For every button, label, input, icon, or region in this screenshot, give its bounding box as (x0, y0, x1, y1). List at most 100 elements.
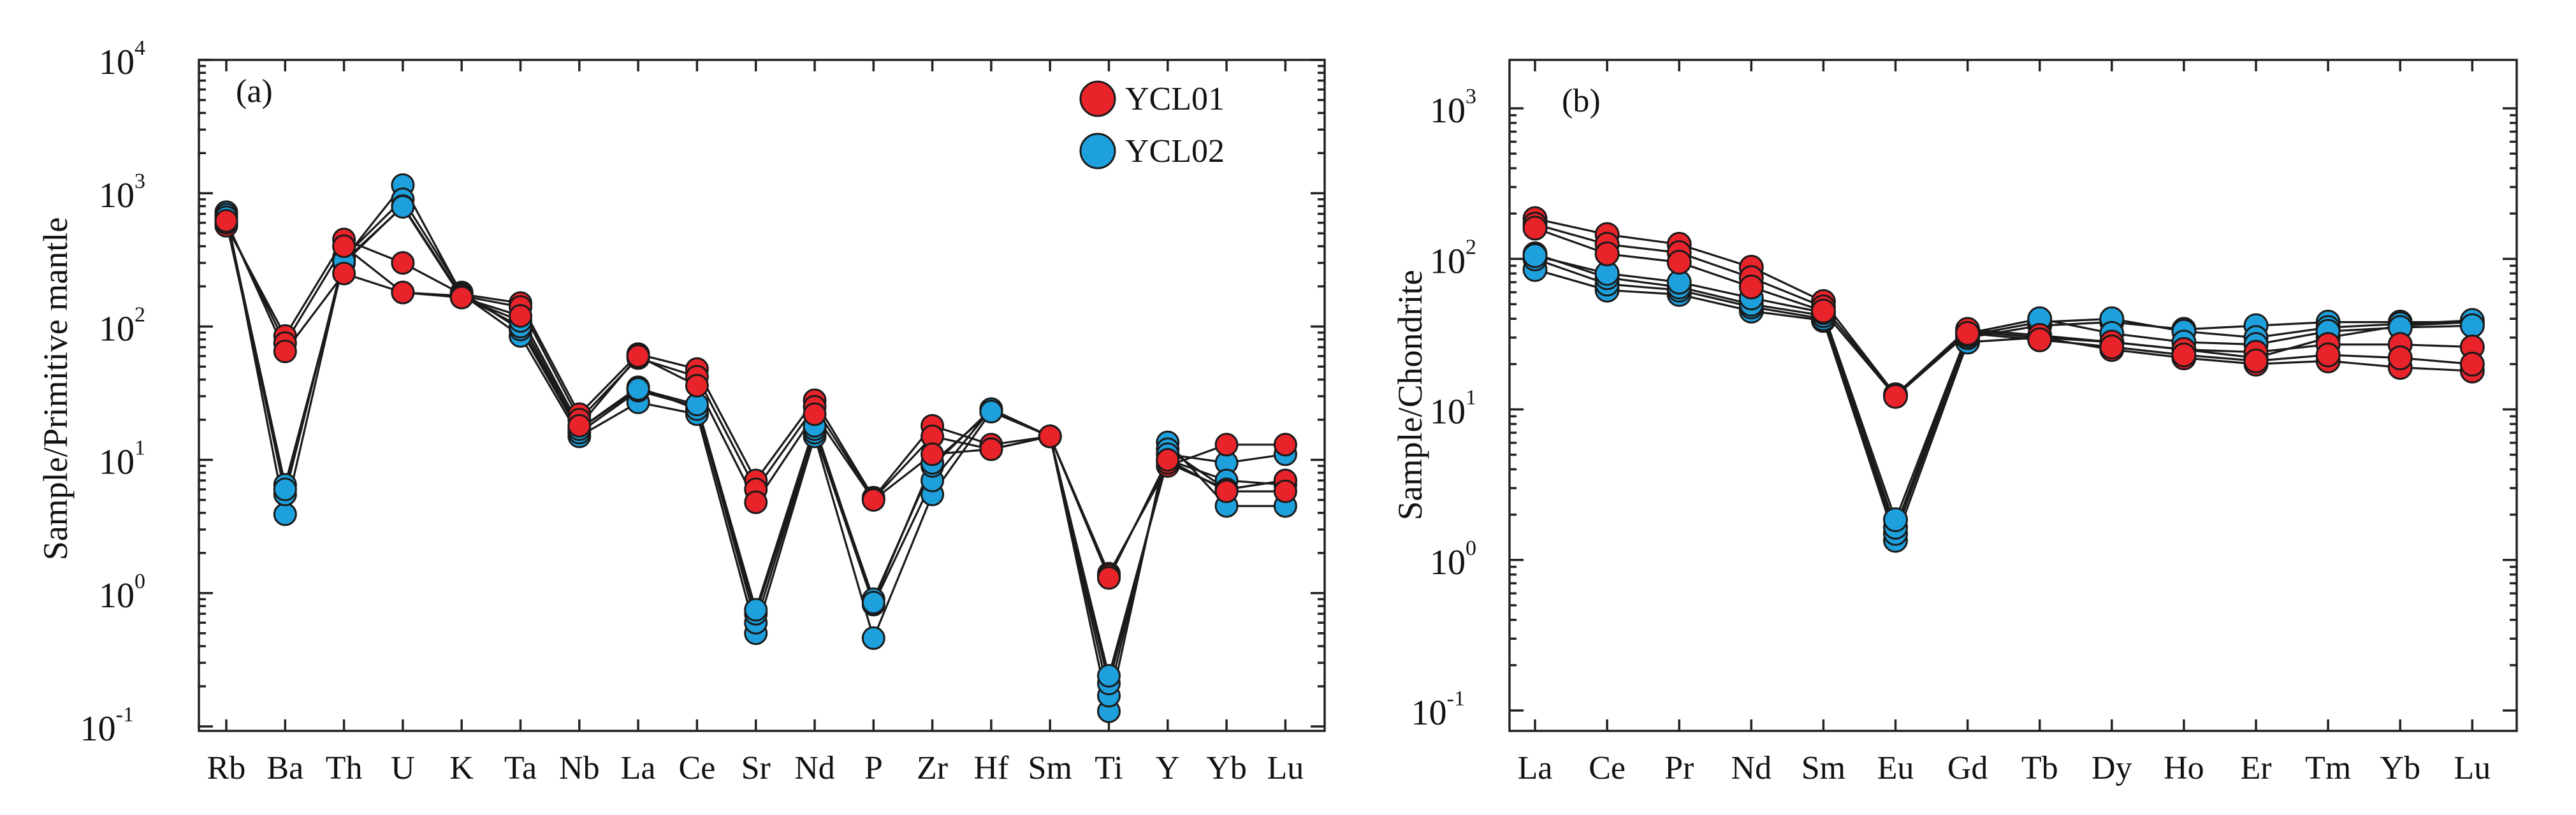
data-point-ycl01-3-eu (1883, 384, 1908, 409)
x-tick-label: Sm (1801, 750, 1845, 786)
x-tick-label: Ce (1589, 750, 1626, 786)
data-point-ycl02-4-ba (273, 477, 297, 501)
data-point-ycl02-4-p (861, 591, 885, 615)
data-point-ycl01-3-th (332, 261, 356, 285)
data-point-ycl02-4-ti (1097, 664, 1121, 688)
y-tick-label: 103 (1430, 85, 1476, 131)
y-tick-label: 101 (1430, 386, 1476, 432)
x-tick-label: Rb (207, 750, 246, 786)
x-tick-label: Nd (1731, 750, 1772, 786)
x-tick-label: La (621, 750, 656, 786)
series-line-ycl01-3 (225, 220, 1286, 579)
data-point-ycl01-3-nb (567, 414, 592, 438)
panel-a-primitive-mantle: Rb Ba Th U K Ta Nb La Ce Sr Nd P Zr Hf Sm Ti Y Yb Lu 10-1 1… (36, 36, 1326, 786)
legend-swatch-ycl01 (1079, 80, 1116, 117)
data-point-ycl01-3-la (1522, 215, 1548, 241)
data-point-ycl01-3-er (2243, 348, 2269, 373)
data-point-ycl01-3-ce (685, 373, 709, 398)
data-point-ycl01-3-la (626, 344, 650, 368)
series-line-ycl01-2 (225, 222, 1286, 577)
data-point-ycl01-3-ba (273, 340, 297, 363)
data-point-ycl01-3-yb (2387, 345, 2413, 371)
panel-b-label: (b) (1562, 83, 1601, 119)
data-point-ycl01-3-tm (2315, 342, 2341, 368)
x-tick-label: Hf (973, 750, 1009, 786)
data-point-ycl02-4-eu (1883, 507, 1908, 533)
data-point-ycl01-3-sm (1038, 424, 1062, 449)
x-tick-label: Ti (1095, 750, 1123, 786)
data-point-ycl02-4-la (1522, 243, 1548, 268)
x-tick-label: Gd (1947, 750, 1988, 786)
data-point-ycl02-1-p (861, 626, 885, 650)
data-point-ycl02-4-u (391, 195, 415, 219)
x-tick-label: Er (2240, 750, 2271, 786)
data-point-ycl01-3-u (391, 280, 415, 305)
x-tick-label: Sr (741, 750, 771, 786)
x-tick-label: Dy (2092, 750, 2132, 786)
data-point-ycl01-3-ti (1097, 566, 1121, 590)
y-tick-label: 100 (1430, 537, 1476, 582)
series-line-ycl02-1 (1534, 268, 2473, 542)
data-point-ycl01-3-p (861, 488, 885, 512)
x-tick-label: Ho (2164, 750, 2204, 786)
data-point-ycl02-4-sr (744, 598, 768, 622)
data-point-ycl02-4-la (626, 377, 650, 401)
x-tick-label: Tb (2021, 750, 2058, 786)
y-tick-label: 103 (99, 169, 145, 215)
data-point-ycl01-3-lu (2459, 351, 2485, 377)
x-tick-label: P (864, 750, 883, 786)
x-tick-label: Pr (1664, 750, 1694, 786)
data-point-ycl01-2-th (332, 234, 356, 258)
x-tick-label: Y (1156, 750, 1180, 786)
panel-a-y-axis-label: Sample/Primitive mantle (36, 217, 75, 560)
data-point-ycl02-1-ba (273, 502, 297, 526)
panel-b-plot-frame (1508, 59, 2518, 732)
legend-label-ycl01: YCL01 (1125, 81, 1225, 117)
data-point-ycl01-3-tb (2027, 327, 2053, 352)
x-tick-label: Yb (2380, 750, 2420, 786)
legend: YCL01 YCL02 (1079, 80, 1225, 169)
data-point-ycl01-3-lu (1273, 479, 1297, 503)
data-point-ycl02-4-lu (2459, 313, 2485, 338)
y-tick-label: 101 (99, 436, 145, 482)
panel-b-chondrite: La Ce Pr Nd Sm Eu Gd Tb Dy Ho Er Tm Yb Lu 10-1 100 101 1… (1391, 59, 2518, 786)
x-tick-label: Ta (504, 750, 537, 786)
data-point-ycl01-3-y (1156, 448, 1180, 472)
data-point-ycl01-3-zr (921, 442, 945, 466)
panel-a-label: (a) (236, 73, 273, 110)
legend-swatch-ycl02 (1079, 133, 1116, 169)
panel-b-y-axis-label: Sample/Chondrite (1391, 270, 1429, 521)
y-tick-label: 10-1 (80, 703, 134, 749)
data-point-ycl01-3-dy (2099, 335, 2125, 359)
data-point-ycl01-3-rb (214, 209, 238, 233)
x-tick-label: Lu (2454, 750, 2491, 786)
y-tick-label: 100 (99, 570, 145, 616)
x-tick-label: La (1518, 750, 1553, 786)
y-tick-label: 10-1 (1411, 687, 1465, 733)
data-point-ycl01-3-sm (1810, 298, 1836, 324)
data-point-ycl01-1-yb (1214, 433, 1239, 457)
x-tick-label: Zr (917, 750, 948, 786)
x-tick-label: Sm (1028, 750, 1072, 786)
data-point-ycl01-3-nd (1738, 274, 1764, 299)
x-tick-label: Ce (679, 750, 716, 786)
data-point-ycl01-3-gd (1955, 321, 1981, 346)
data-point-ycl01-3-hf (979, 437, 1003, 461)
x-tick-label: Lu (1267, 750, 1304, 786)
x-tick-label: Eu (1877, 750, 1914, 786)
data-point-ycl01-3-pr (1666, 250, 1692, 275)
legend-label-ycl02: YCL02 (1125, 133, 1225, 169)
y-tick-label: 102 (99, 303, 145, 349)
x-tick-label: Yb (1206, 750, 1247, 786)
data-point-ycl01-1-u (391, 251, 415, 275)
data-point-ycl01-3-k (449, 285, 474, 310)
data-point-ycl01-3-nd (803, 402, 827, 426)
data-point-ycl01-1-lu (1273, 433, 1297, 457)
y-tick-label: 104 (99, 36, 145, 82)
data-point-ycl01-3-ta (509, 304, 532, 328)
y-tick-label: 102 (1430, 235, 1476, 281)
x-tick-label: K (449, 750, 474, 786)
x-tick-label: Nb (559, 750, 600, 786)
x-tick-label: U (391, 750, 415, 786)
